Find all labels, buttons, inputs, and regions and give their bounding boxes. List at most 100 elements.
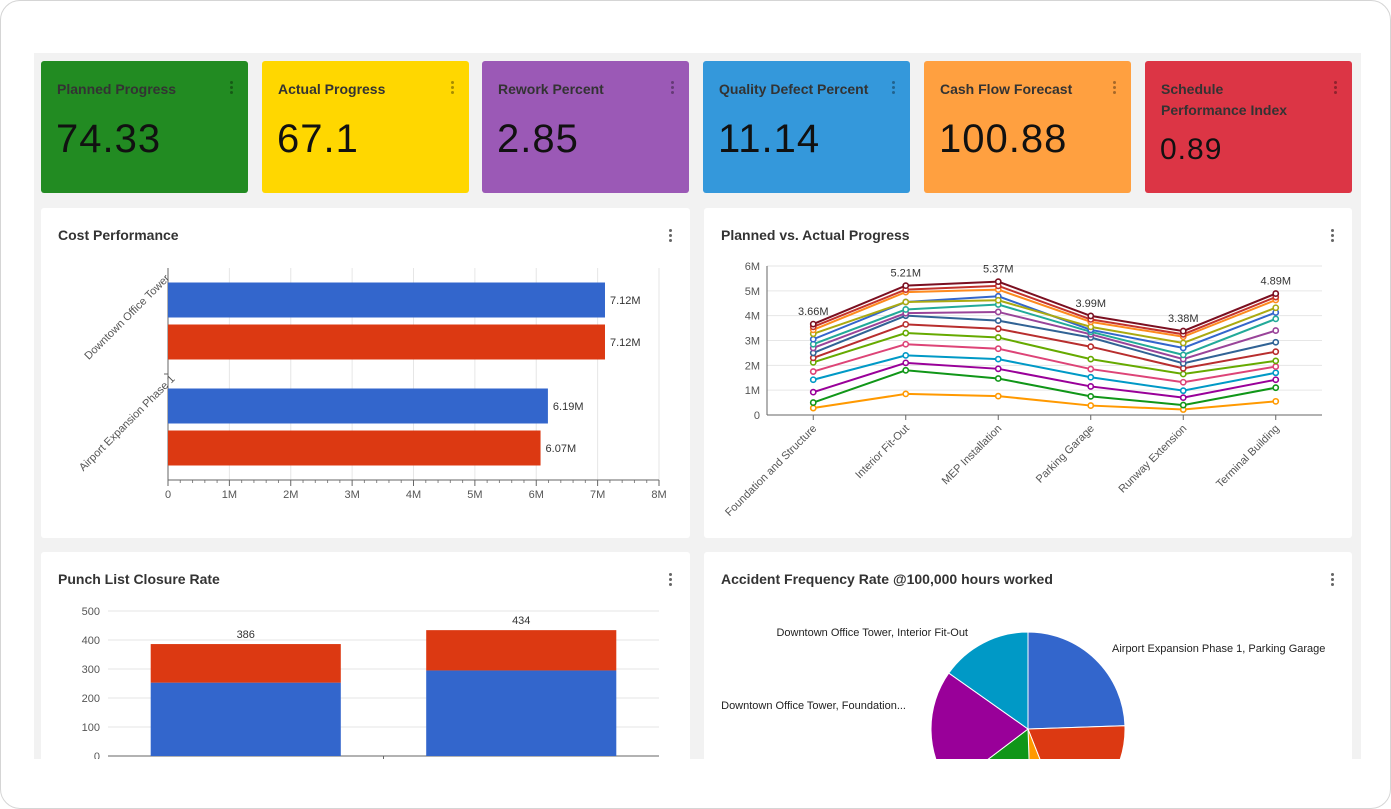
x-tick-label: Parking Garage bbox=[1034, 423, 1097, 486]
more-menu-icon[interactable] bbox=[669, 229, 672, 244]
data-point bbox=[1087, 355, 1095, 363]
x-tick-label: 3M bbox=[344, 489, 359, 501]
x-tick-label: 4M bbox=[406, 489, 421, 501]
x-tick-label: 8M bbox=[651, 489, 666, 501]
card-title: Punch List Closure Rate bbox=[58, 571, 220, 587]
card-title: Cost Performance bbox=[58, 227, 179, 243]
kpi-title: Rework Percent bbox=[498, 81, 604, 97]
data-point bbox=[1087, 365, 1095, 373]
y-tick-label: 0 bbox=[94, 751, 100, 759]
data-label: 6.19M bbox=[553, 401, 584, 413]
data-label: 5.37M bbox=[983, 264, 1014, 276]
kpi-value: 74.33 bbox=[56, 117, 162, 161]
kpi-value: 2.85 bbox=[497, 117, 579, 161]
data-point bbox=[994, 355, 1002, 363]
more-menu-icon[interactable] bbox=[1113, 81, 1117, 96]
kpi-value: 100.88 bbox=[939, 117, 1068, 161]
data-point bbox=[1272, 369, 1280, 377]
kpi-value: 0.89 bbox=[1160, 133, 1223, 166]
y-tick-label: 4M bbox=[745, 311, 760, 323]
x-tick-label: Interior Fit-Out bbox=[853, 423, 912, 482]
data-label: 3.38M bbox=[1168, 313, 1199, 325]
data-label: 5.21M bbox=[890, 268, 921, 280]
x-tick-label: 0 bbox=[165, 489, 171, 501]
data-point bbox=[1179, 370, 1187, 378]
data-point bbox=[809, 399, 817, 406]
data-point bbox=[994, 345, 1002, 353]
dashboard-canvas: Planned Progress 74.33 Actual Progress 6… bbox=[34, 53, 1361, 759]
more-menu-icon[interactable] bbox=[1331, 573, 1334, 588]
more-menu-icon[interactable] bbox=[671, 81, 675, 96]
data-point bbox=[809, 368, 817, 375]
data-point bbox=[1087, 402, 1095, 409]
x-tick-label: 6M bbox=[529, 489, 544, 501]
kpi-card-planned-progress[interactable]: Planned Progress 74.33 bbox=[41, 61, 248, 193]
data-point bbox=[994, 317, 1002, 325]
y-tick-label: 500 bbox=[82, 606, 100, 618]
data-point bbox=[1179, 401, 1187, 409]
data-point bbox=[1087, 312, 1095, 320]
data-point bbox=[902, 366, 910, 374]
data-point bbox=[1087, 343, 1095, 351]
data-point bbox=[1272, 397, 1280, 405]
data-point bbox=[994, 325, 1002, 333]
total-label: 434 bbox=[512, 615, 530, 627]
bar bbox=[168, 282, 605, 318]
x-tick-label: Runway Extension bbox=[1116, 423, 1189, 496]
series-line bbox=[812, 284, 1277, 336]
kpi-title: Planned Progress bbox=[57, 81, 177, 97]
kpi-title: Quality Defect Percent bbox=[719, 81, 869, 97]
accident-pie-chart: Airport Expansion Phase 1, Parking Garag… bbox=[721, 627, 1325, 759]
kpi-value: 11.14 bbox=[718, 117, 821, 161]
y-tick-label: 1M bbox=[745, 385, 760, 397]
more-menu-icon[interactable] bbox=[1331, 229, 1334, 244]
bar-segment bbox=[426, 670, 617, 756]
pie-slice bbox=[1027, 728, 1041, 759]
pie-label: Downtown Office Tower, Foundation... bbox=[721, 700, 906, 712]
more-menu-icon[interactable] bbox=[451, 81, 455, 96]
kpi-card-schedule-performance-index[interactable]: Schedule Performance Index 0.89 bbox=[1145, 61, 1352, 193]
data-label: 3.99M bbox=[1075, 298, 1106, 310]
series-line bbox=[812, 288, 1277, 338]
pie-label: Airport Expansion Phase 1, Parking Garag… bbox=[1112, 643, 1325, 655]
data-point bbox=[1179, 327, 1187, 335]
data-point bbox=[1087, 373, 1095, 381]
more-menu-icon[interactable] bbox=[892, 81, 896, 96]
data-point bbox=[1179, 394, 1187, 402]
data-point bbox=[902, 306, 910, 313]
x-tick-label: 2M bbox=[283, 489, 298, 501]
data-point bbox=[1179, 339, 1187, 347]
series-line bbox=[812, 343, 1276, 384]
kpi-card-actual-progress[interactable]: Actual Progress 67.1 bbox=[262, 61, 469, 193]
y-tick-label: 3M bbox=[745, 336, 760, 348]
data-point bbox=[1087, 383, 1095, 390]
x-tick-label: Foundation and Structure bbox=[723, 423, 819, 519]
y-tick-label: 5M bbox=[745, 286, 760, 298]
data-point bbox=[902, 340, 910, 348]
x-tick-label: Terminal Building bbox=[1214, 423, 1282, 491]
kpi-card-quality-defect-percent[interactable]: Quality Defect Percent 11.14 bbox=[703, 61, 910, 193]
y-category-label: Downtown Office Tower bbox=[82, 272, 172, 362]
kpi-card-rework-percent[interactable]: Rework Percent 2.85 bbox=[482, 61, 689, 193]
more-menu-icon[interactable] bbox=[230, 81, 234, 96]
data-point bbox=[994, 334, 1002, 341]
cost-performance-chart: 0 1M 2M 3M 4M 5M 6M 7M 8M 7.12M 7.12M Downtown Offi… bbox=[77, 268, 667, 501]
kpi-card-cash-flow-forecast[interactable]: Cash Flow Forecast 100.88 bbox=[924, 61, 1131, 193]
data-point bbox=[902, 359, 910, 367]
data-point bbox=[1272, 357, 1280, 365]
data-point bbox=[1272, 363, 1280, 370]
data-label: 4.89M bbox=[1260, 276, 1291, 288]
more-menu-icon[interactable] bbox=[1334, 81, 1338, 96]
data-point bbox=[1179, 378, 1187, 386]
data-point bbox=[994, 278, 1002, 286]
accident-frequency-card: Accident Frequency Rate @100,000 hours w… bbox=[704, 552, 1352, 759]
more-menu-icon[interactable] bbox=[669, 573, 672, 588]
data-point bbox=[902, 329, 910, 337]
series-line bbox=[812, 314, 1276, 365]
data-point bbox=[809, 388, 817, 396]
series-line bbox=[812, 280, 1277, 333]
data-point bbox=[902, 351, 910, 359]
x-tick-label: 7M bbox=[590, 489, 605, 501]
data-point bbox=[1179, 351, 1187, 359]
